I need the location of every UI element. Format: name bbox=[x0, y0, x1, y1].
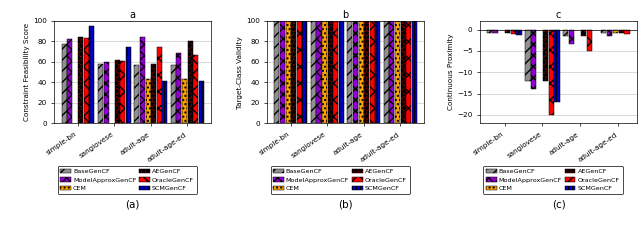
Bar bbox=[613, 30, 618, 33]
Bar bbox=[493, 30, 499, 33]
Bar bbox=[316, 21, 321, 123]
Bar bbox=[505, 30, 510, 33]
Bar bbox=[543, 30, 548, 81]
Bar bbox=[193, 55, 198, 123]
Text: (c): (c) bbox=[552, 199, 565, 209]
Bar bbox=[199, 82, 204, 123]
Y-axis label: Target-Class Validity: Target-Class Validity bbox=[237, 36, 243, 109]
Bar bbox=[406, 22, 411, 123]
Legend: BaseGenCF, ModelApproxGenCF, CEM, AEGenCF, OracleGenCF, SCMGenCF: BaseGenCF, ModelApproxGenCF, CEM, AEGenC… bbox=[58, 166, 196, 194]
Bar bbox=[140, 37, 145, 123]
Bar bbox=[375, 21, 380, 123]
Bar bbox=[384, 21, 389, 123]
Bar bbox=[580, 30, 586, 36]
Title: b: b bbox=[342, 10, 349, 20]
Bar bbox=[516, 30, 522, 35]
Bar bbox=[389, 21, 394, 123]
Bar bbox=[531, 30, 536, 89]
Bar bbox=[525, 30, 531, 81]
Bar bbox=[370, 21, 375, 123]
Legend: BaseGenCF, ModelApproxGenCF, CEM, AEGenCF, OracleGenCF, SCMGenCF: BaseGenCF, ModelApproxGenCF, CEM, AEGenC… bbox=[271, 166, 410, 194]
Bar bbox=[487, 30, 493, 33]
Bar bbox=[84, 38, 89, 123]
Bar bbox=[412, 21, 417, 123]
Bar bbox=[569, 30, 574, 45]
Bar bbox=[358, 21, 364, 123]
Bar bbox=[177, 53, 182, 123]
Bar bbox=[285, 21, 291, 123]
Bar bbox=[348, 21, 353, 123]
Bar bbox=[67, 39, 72, 123]
Title: a: a bbox=[130, 10, 136, 20]
Bar bbox=[401, 21, 406, 123]
Bar bbox=[607, 30, 612, 36]
Title: c: c bbox=[556, 10, 561, 20]
Bar bbox=[302, 21, 307, 123]
Bar bbox=[61, 44, 67, 123]
Bar bbox=[311, 21, 316, 123]
Bar bbox=[395, 21, 400, 123]
Bar bbox=[563, 30, 568, 36]
Text: (b): (b) bbox=[339, 199, 353, 209]
Bar bbox=[625, 30, 630, 34]
Bar bbox=[291, 21, 296, 123]
Bar bbox=[554, 30, 559, 102]
Bar bbox=[134, 65, 140, 123]
Bar bbox=[353, 21, 358, 123]
Bar bbox=[548, 30, 554, 115]
Bar bbox=[364, 21, 369, 123]
Bar bbox=[126, 47, 131, 123]
Bar bbox=[297, 21, 302, 123]
Bar bbox=[157, 47, 162, 123]
Legend: BaseGenCF, ModelApproxGenCF, CEM, AEGenCF, OracleGenCF, SCMGenCF: BaseGenCF, ModelApproxGenCF, CEM, AEGenC… bbox=[483, 166, 623, 194]
Bar bbox=[322, 21, 327, 123]
Bar bbox=[339, 21, 344, 123]
Bar bbox=[115, 60, 120, 123]
Bar bbox=[182, 79, 187, 123]
Bar bbox=[98, 64, 103, 123]
Bar bbox=[151, 64, 156, 123]
Bar bbox=[78, 37, 83, 123]
Bar bbox=[120, 61, 125, 123]
Bar bbox=[601, 30, 607, 33]
Bar bbox=[619, 30, 624, 33]
Bar bbox=[163, 82, 168, 123]
Y-axis label: Continuous Proximity: Continuous Proximity bbox=[449, 34, 454, 110]
Bar bbox=[90, 26, 95, 123]
Bar bbox=[328, 21, 333, 123]
Bar bbox=[280, 21, 285, 123]
Bar bbox=[333, 21, 339, 123]
Bar bbox=[145, 79, 150, 123]
Bar bbox=[511, 30, 516, 34]
Y-axis label: Constraint Feasibility Score: Constraint Feasibility Score bbox=[24, 23, 30, 121]
Text: (a): (a) bbox=[125, 199, 140, 209]
Bar bbox=[188, 41, 193, 123]
Bar bbox=[171, 65, 176, 123]
Bar bbox=[104, 62, 109, 123]
Bar bbox=[275, 21, 280, 123]
Bar bbox=[586, 30, 592, 51]
